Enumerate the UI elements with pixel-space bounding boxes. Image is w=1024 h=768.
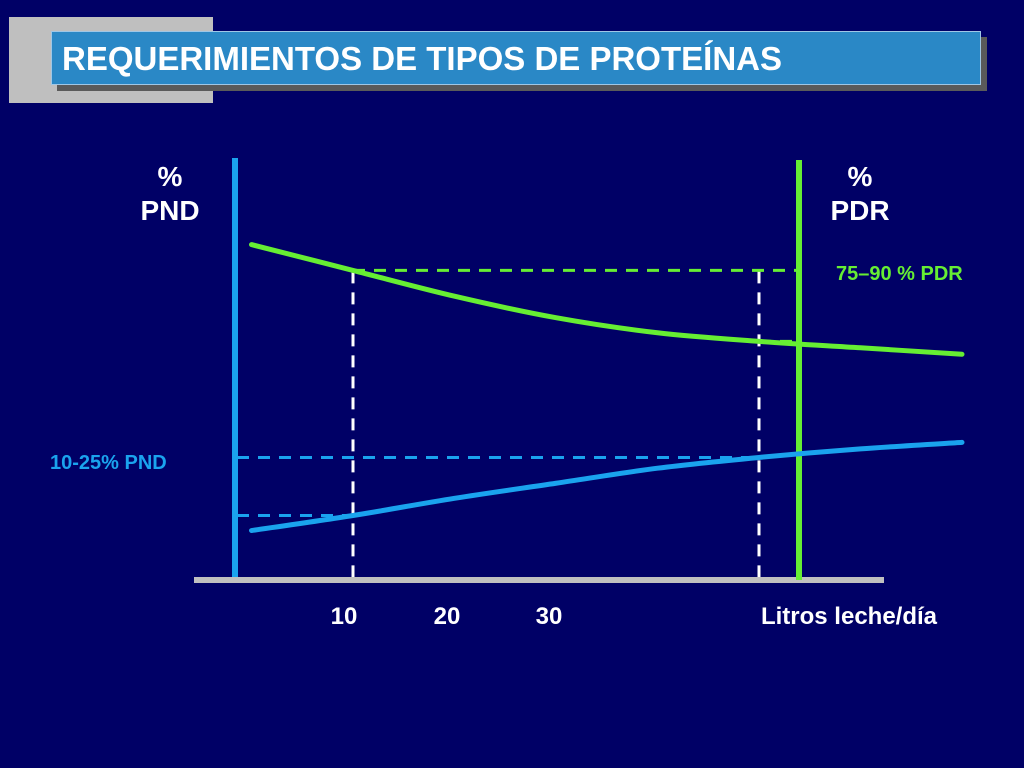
- series-lines: [249, 242, 965, 534]
- right-axis-label: % PDR: [810, 160, 910, 228]
- left-axis-label: % PND: [120, 160, 220, 228]
- title-bar: REQUERIMIENTOS DE TIPOS DE PROTEÍNAS: [51, 31, 981, 85]
- guide-lines: [237, 268, 797, 577]
- right-axis-name: PDR: [830, 195, 890, 226]
- left-axis-name: PND: [140, 195, 200, 226]
- right-axis-symbol: %: [847, 161, 873, 192]
- pdr-series-line: [249, 242, 965, 357]
- x-tick-label: 30: [535, 603, 563, 630]
- left-axis-symbol: %: [157, 161, 183, 192]
- x-tick-label: 20: [433, 603, 461, 630]
- pnd-series-line: [249, 439, 965, 534]
- x-tick-label: 10: [330, 603, 358, 630]
- pdr-range-annotation: 75–90 % PDR: [836, 263, 963, 285]
- slide-title: REQUERIMIENTOS DE TIPOS DE PROTEÍNAS: [62, 40, 782, 77]
- pnd-range-annotation: 10-25% PND: [50, 452, 167, 474]
- x-axis-title: Litros leche/día: [760, 603, 938, 630]
